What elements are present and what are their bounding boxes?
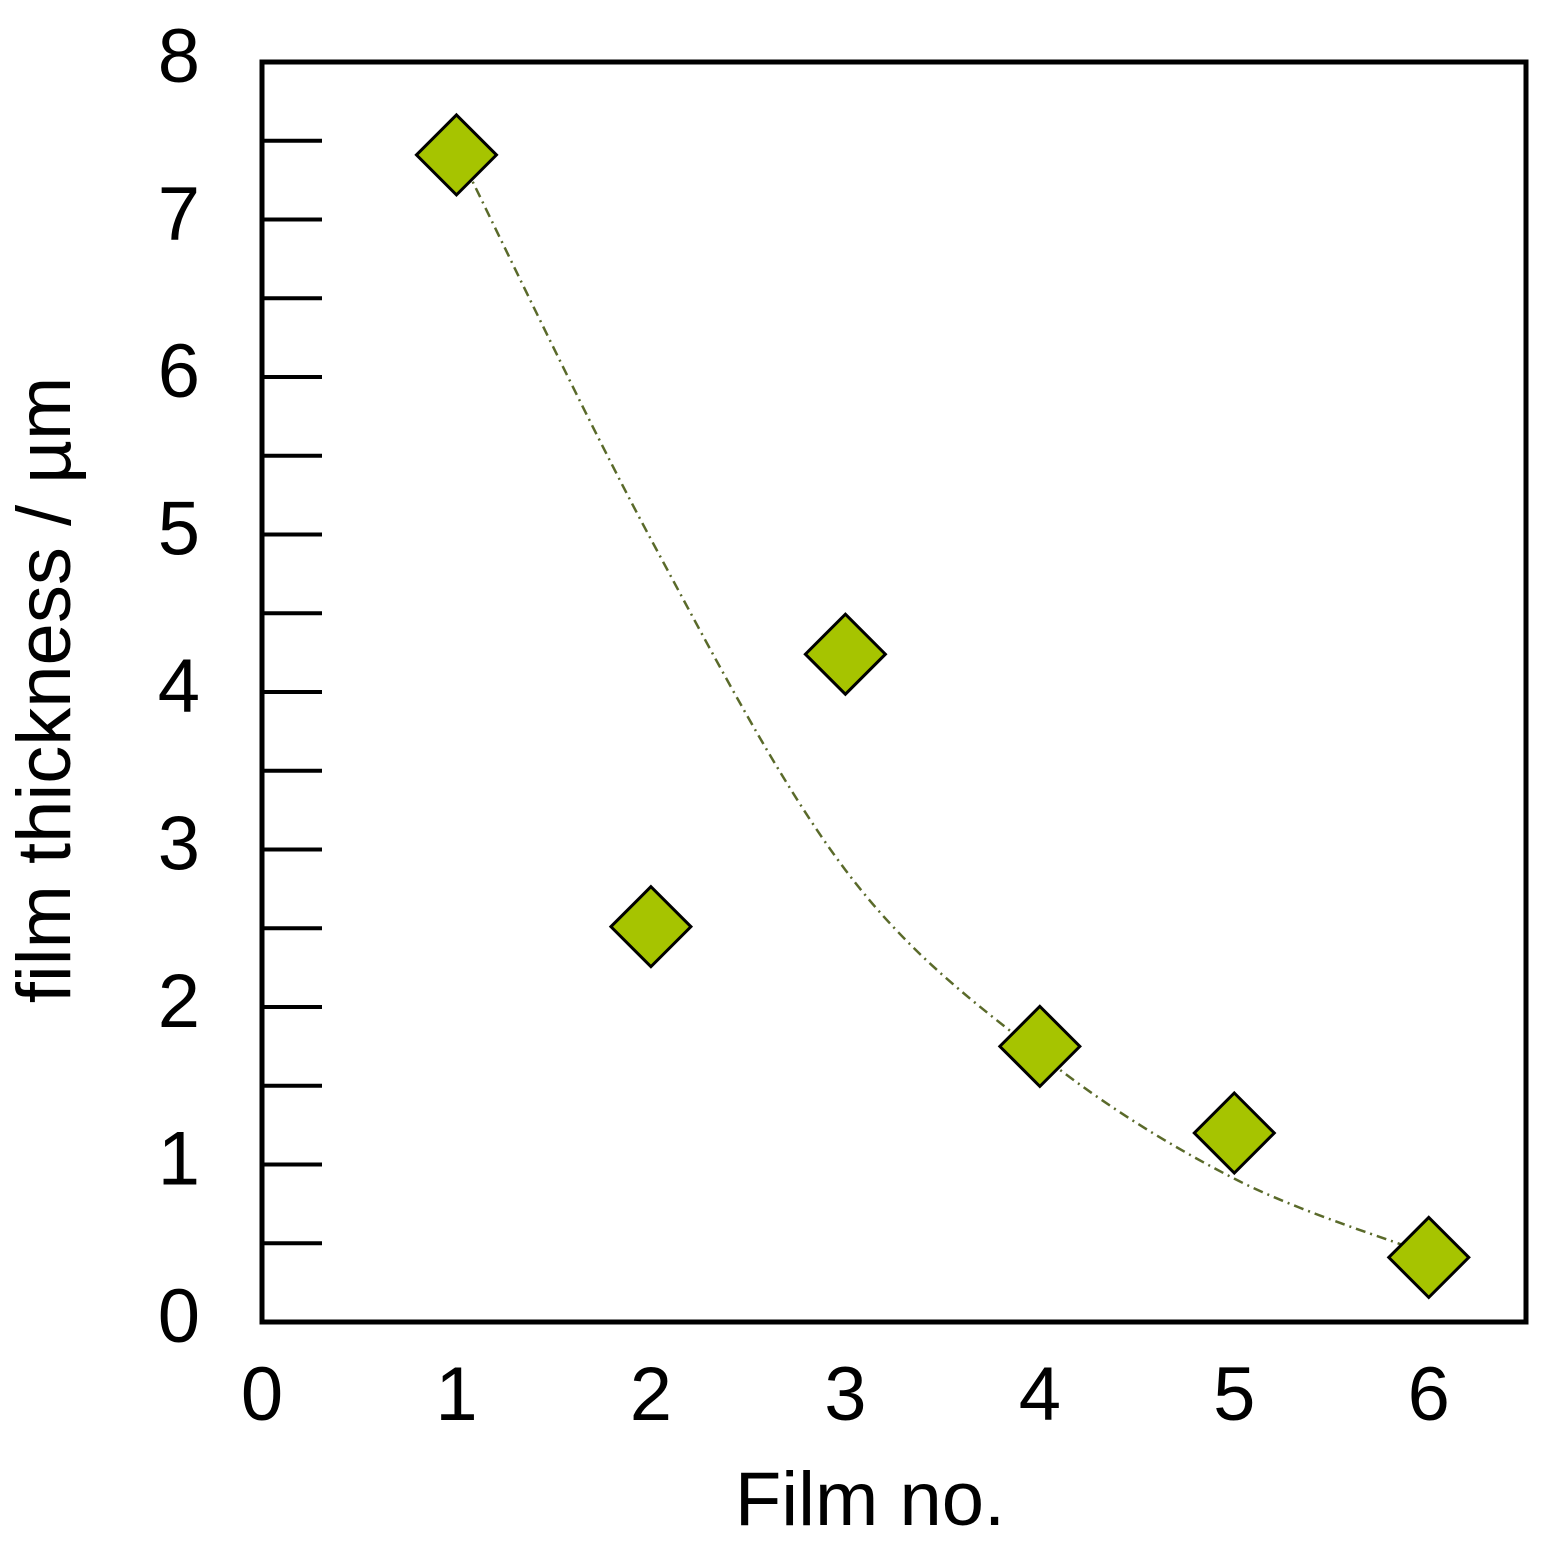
y-tick-label: 5	[158, 487, 200, 572]
y-tick-label: 0	[158, 1274, 200, 1359]
trend-line	[455, 148, 1430, 1256]
data-point	[414, 112, 499, 198]
data-point	[1386, 1215, 1471, 1300]
x-tick-label: 4	[1019, 1352, 1061, 1437]
x-tick-label: 3	[824, 1352, 866, 1437]
x-axis-label: Film no.	[735, 1457, 1005, 1542]
y-tick-label: 4	[158, 644, 200, 729]
data-point	[608, 884, 694, 969]
data-point	[803, 612, 888, 697]
y-tick-label: 1	[158, 1117, 200, 1202]
y-tick-label: 8	[158, 14, 200, 99]
y-tick-label: 6	[158, 329, 200, 414]
y-axis-label: film thickness / µm	[2, 377, 87, 1004]
x-tick-label: 5	[1213, 1352, 1255, 1437]
data-point	[1192, 1090, 1277, 1176]
data-point	[997, 1004, 1082, 1089]
x-tick-label: 1	[435, 1352, 477, 1437]
y-tick-label: 7	[158, 172, 200, 257]
plot-frame	[259, 59, 1529, 1325]
x-tick-label: 2	[630, 1352, 672, 1437]
y-tick-label: 3	[158, 802, 200, 887]
x-tick-label: 6	[1408, 1352, 1450, 1437]
y-tick-label: 2	[158, 959, 200, 1044]
x-tick-label: 0	[241, 1352, 283, 1437]
